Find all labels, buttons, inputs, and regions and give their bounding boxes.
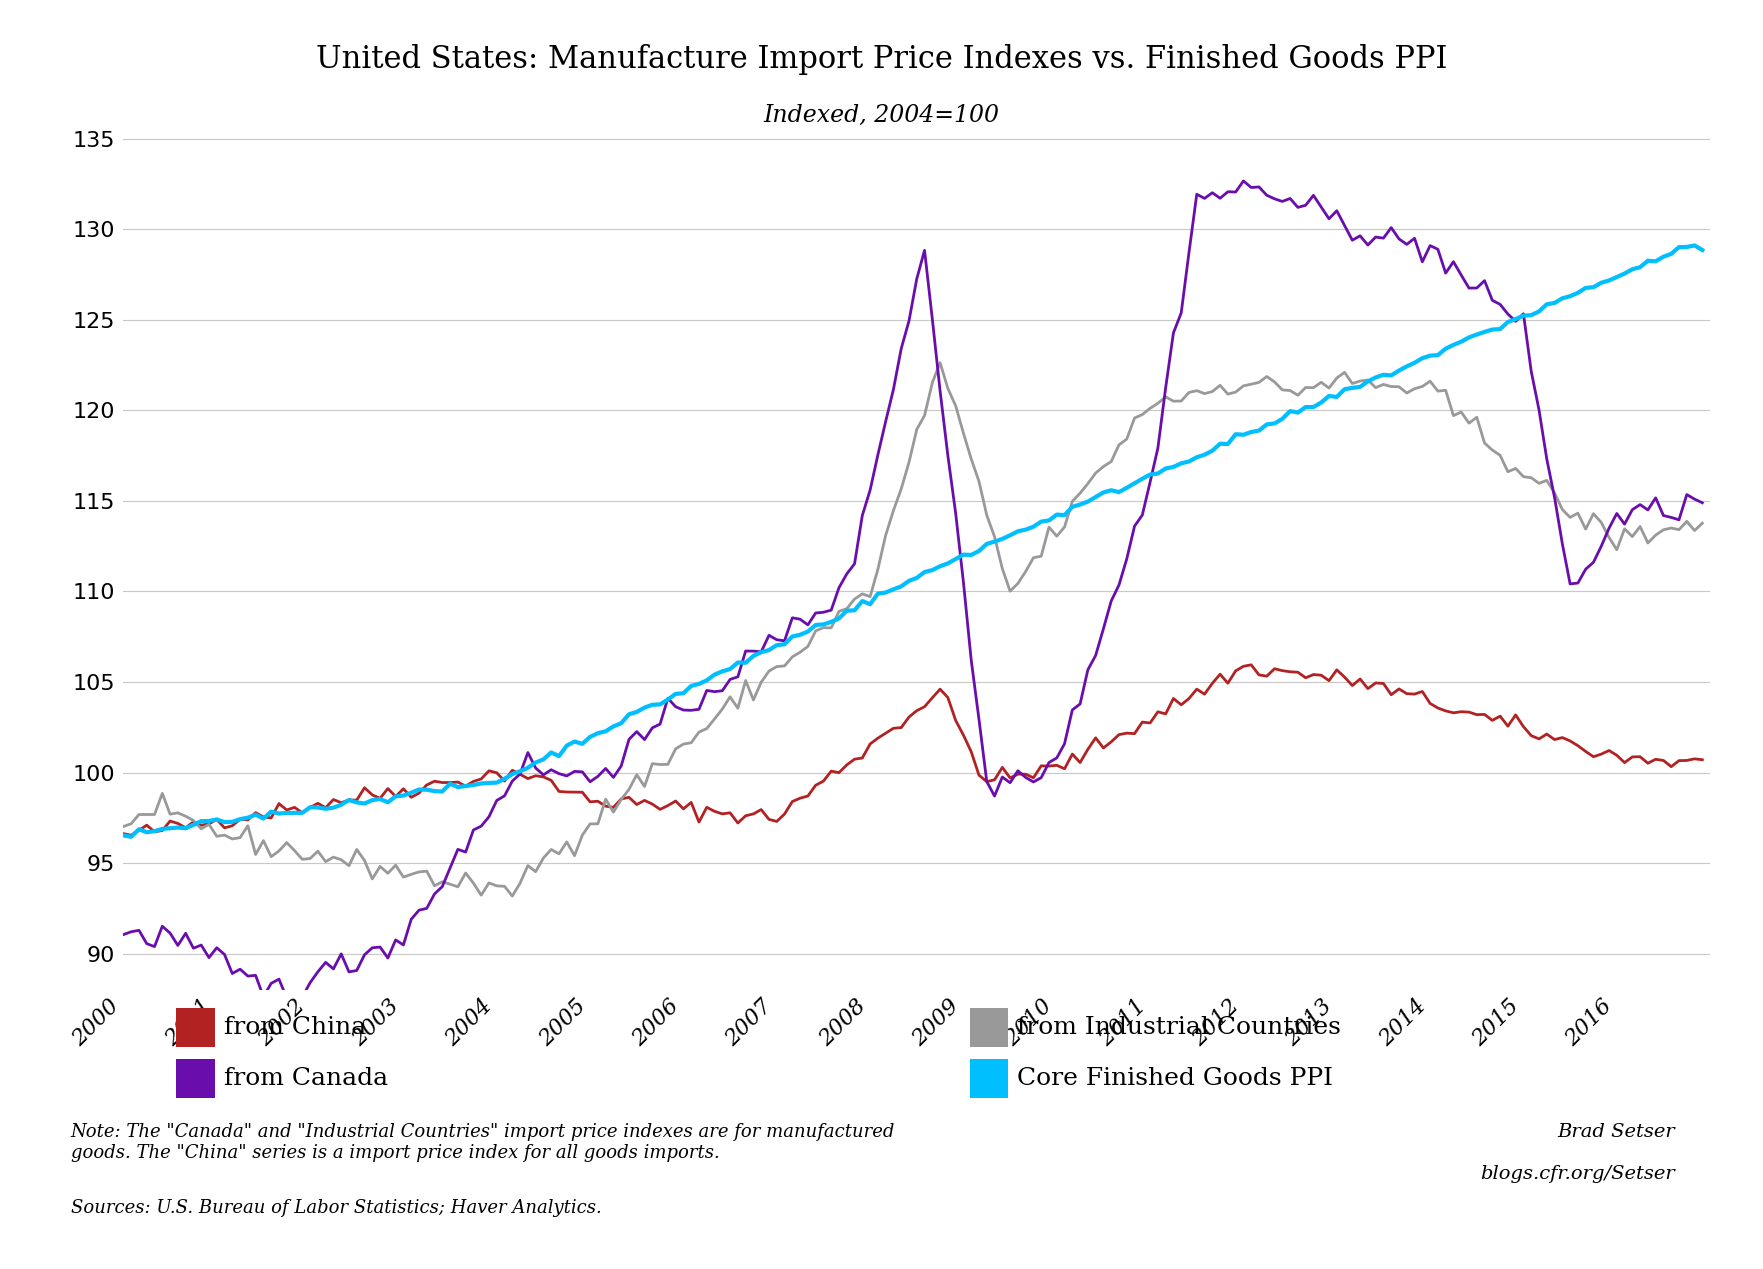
Text: from China: from China [224, 1016, 367, 1039]
Text: Note: The "Canada" and "Industrial Countries" import price indexes are for manuf: Note: The "Canada" and "Industrial Count… [71, 1123, 896, 1162]
Text: blogs.cfr.org/Setser: blogs.cfr.org/Setser [1481, 1165, 1675, 1183]
Text: Indexed, 2004=100: Indexed, 2004=100 [763, 104, 1000, 127]
Text: Brad Setser: Brad Setser [1557, 1123, 1675, 1141]
Text: Core Finished Goods PPI: Core Finished Goods PPI [1017, 1067, 1333, 1090]
Text: from Industrial Countries: from Industrial Countries [1017, 1016, 1342, 1039]
Text: United States: Manufacture Import Price Indexes vs. Finished Goods PPI: United States: Manufacture Import Price … [316, 44, 1447, 75]
Text: Sources: U.S. Bureau of Labor Statistics; Haver Analytics.: Sources: U.S. Bureau of Labor Statistics… [71, 1199, 601, 1217]
Text: from Canada: from Canada [224, 1067, 388, 1090]
